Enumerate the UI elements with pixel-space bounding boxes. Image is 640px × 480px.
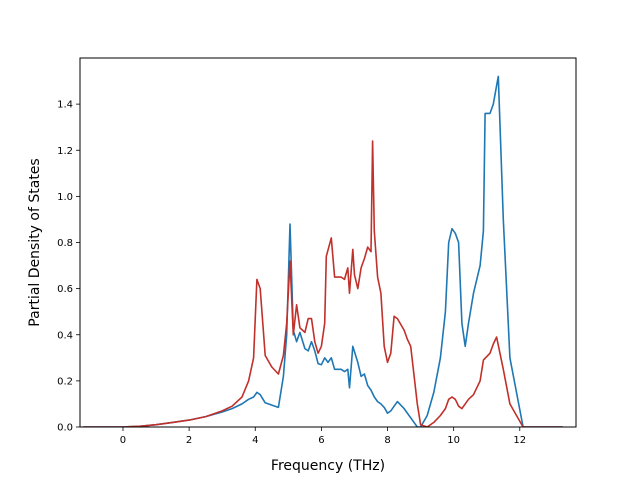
y-tick-label: 0.2: [57, 376, 73, 387]
x-tick-label: 8: [384, 435, 390, 446]
x-tick-label: 12: [513, 435, 526, 446]
x-tick-label: 10: [447, 435, 460, 446]
x-axis-label: Frequency (THz): [271, 458, 385, 474]
y-tick-label: 0.0: [57, 423, 73, 434]
x-tick-label: 6: [318, 435, 324, 446]
y-tick-label: 1.0: [57, 192, 73, 203]
y-tick-label: 0.6: [57, 284, 73, 295]
y-tick-label: 0.8: [57, 238, 73, 249]
y-axis-ticks: 0.0 0.2 0.4 0.6 0.8 1.0 1.2 1.4: [57, 100, 80, 434]
y-axis-label: Partial Density of States: [27, 158, 43, 326]
series-line-2: [83, 140, 563, 427]
x-tick-label: 4: [252, 435, 258, 446]
y-tick-label: 1.2: [57, 146, 73, 157]
x-axis-ticks: 0 2 4 6 8 10 12: [120, 427, 526, 446]
y-tick-label: 0.4: [57, 330, 73, 341]
x-tick-label: 0: [120, 435, 126, 446]
plot-lines: [83, 75, 563, 427]
series-line-1: [83, 75, 563, 427]
x-tick-label: 2: [186, 435, 192, 446]
y-tick-label: 1.4: [57, 100, 73, 111]
